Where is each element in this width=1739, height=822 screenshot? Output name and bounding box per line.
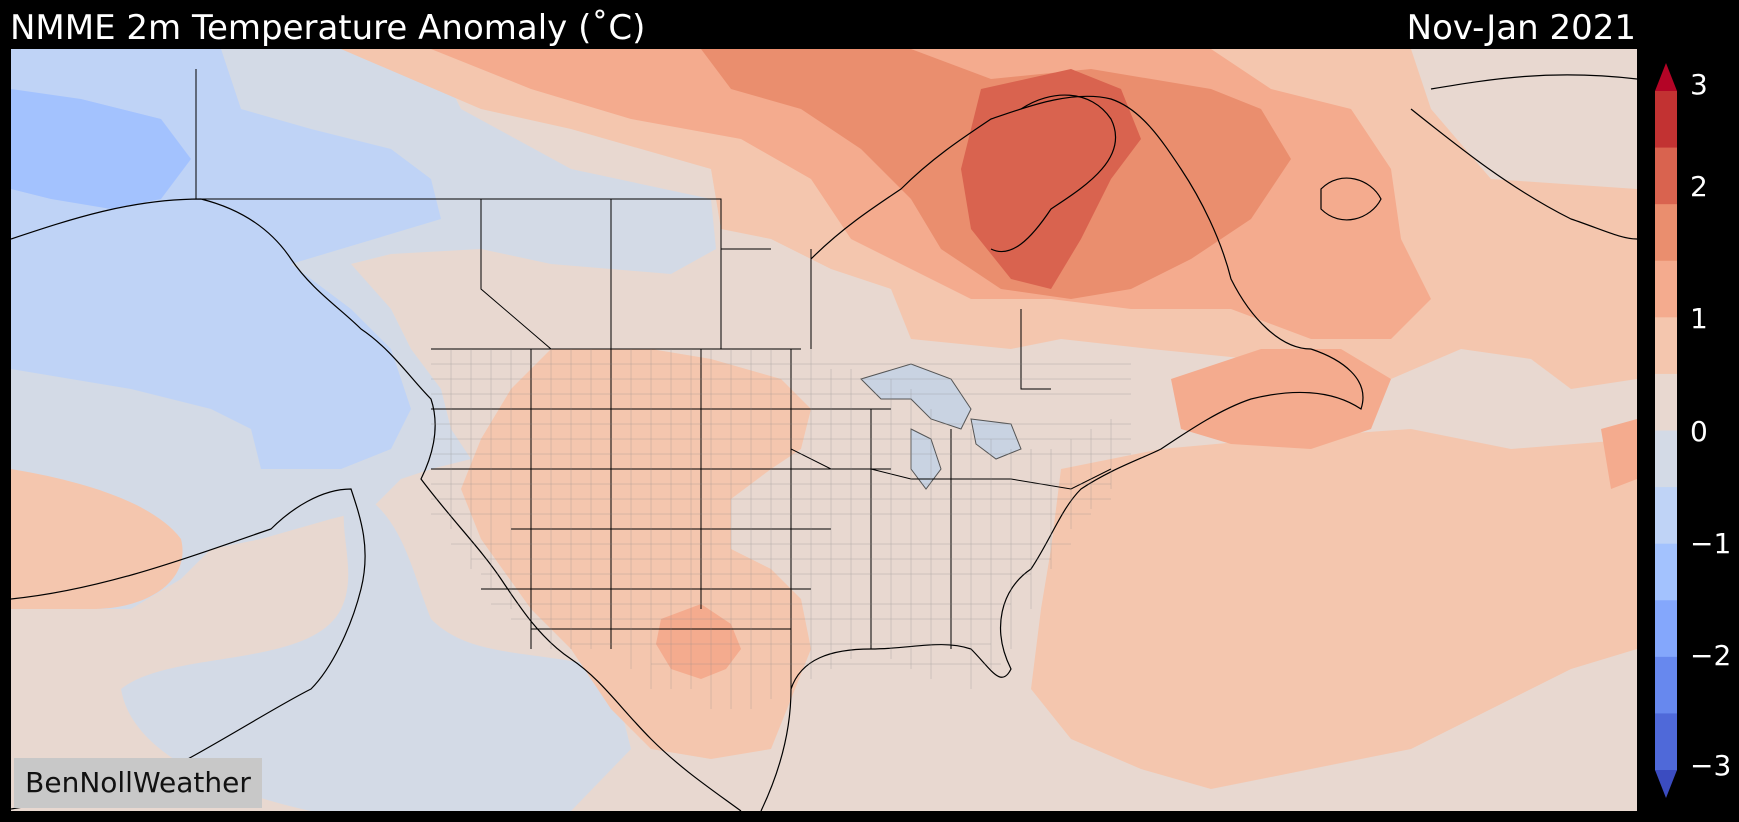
coastline: [810, 95, 1312, 350]
coastline: [11, 198, 742, 811]
colorbar-band: [1655, 91, 1677, 149]
coastline: [11, 488, 366, 810]
colorbar-extend-min: [1655, 770, 1677, 798]
colorbar-band: [1655, 260, 1677, 318]
coastline: [760, 348, 1364, 811]
temperature-anomaly-map: [11, 49, 1637, 811]
warm-anomaly-region: [1031, 429, 1637, 789]
colorbar-tick-label: 2: [1690, 170, 1708, 203]
colorbar-tick-label: −1: [1690, 527, 1732, 560]
colorbar: [1655, 63, 1677, 798]
warm-anomaly-region: [11, 469, 183, 609]
county-lines: [431, 349, 1131, 709]
forecast-period: Nov-Jan 2021: [1406, 8, 1636, 48]
pacific-south-neutral: [121, 489, 631, 811]
watermark: BenNollWeather: [14, 758, 262, 808]
colorbar-band: [1655, 600, 1677, 658]
colorbar-band: [1655, 204, 1677, 262]
colorbar-band: [1655, 543, 1677, 601]
colorbar-band: [1655, 373, 1677, 431]
coastline: [1410, 74, 1637, 240]
map-title: NMME 2m Temperature Anomaly (˚C): [10, 8, 646, 48]
hudson-bay-outline: [990, 94, 1117, 253]
colorbar-band: [1655, 487, 1677, 545]
warm-anomaly-region: [656, 604, 741, 679]
colorbar-band: [1655, 317, 1677, 375]
colorbar-band: [1655, 430, 1677, 488]
warm-anomaly-region: [1601, 419, 1637, 489]
colorbar-tick-label: 0: [1690, 415, 1708, 448]
colorbar-tick-label: 1: [1690, 302, 1708, 335]
colorbar-tick-label: 3: [1690, 68, 1708, 101]
colorbar-band: [1655, 656, 1677, 714]
warm-anomaly-region: [961, 69, 1141, 289]
colorbar-tick-label: −2: [1690, 639, 1732, 672]
colorbar-band: [1655, 147, 1677, 205]
cool-anomaly-region: [11, 89, 191, 209]
warm-anomaly-region: [1171, 349, 1391, 449]
colorbar-extend-max: [1655, 63, 1677, 91]
colorbar-band: [1655, 713, 1677, 771]
colorbar-tick-label: −3: [1690, 749, 1732, 782]
coastline: [1320, 177, 1382, 221]
